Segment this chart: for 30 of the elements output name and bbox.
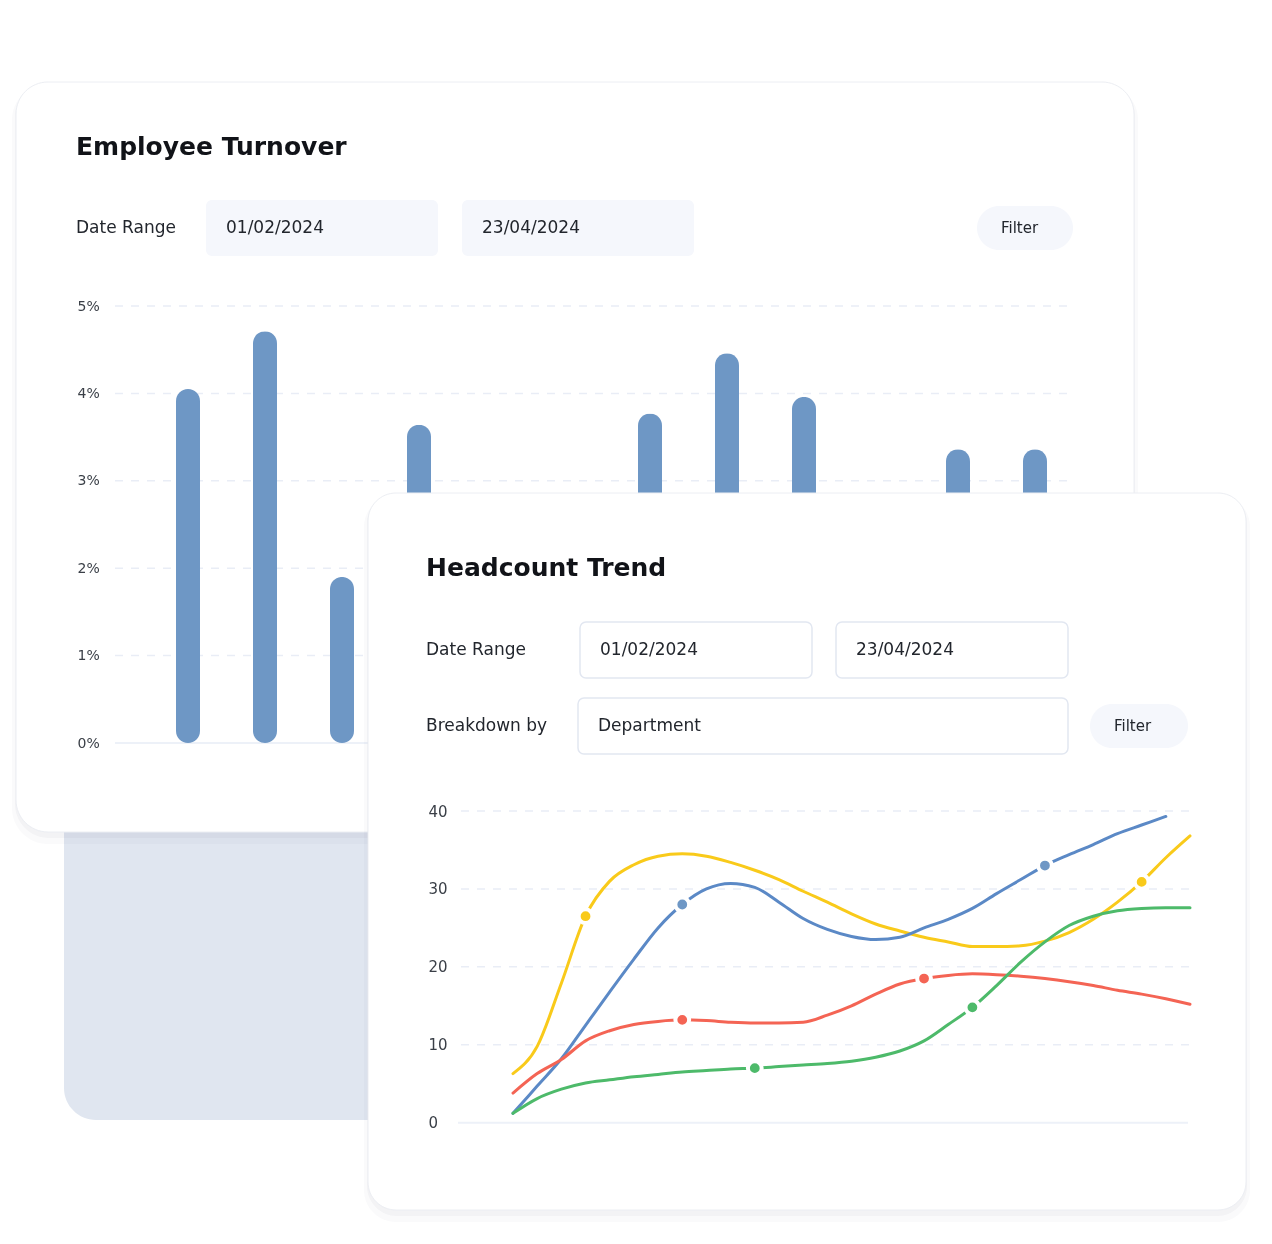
line-series bbox=[511, 906, 1192, 1115]
bar bbox=[176, 389, 200, 743]
annotation: Date Range bbox=[426, 639, 526, 659]
annotation: 01/02/2024 bbox=[600, 639, 698, 659]
point bbox=[1132, 873, 1151, 891]
y-tick-label: 3% bbox=[77, 472, 100, 489]
line-series bbox=[511, 972, 1192, 1095]
chart-title: Headcount Trend bbox=[426, 553, 667, 582]
y-tick-label: 4% bbox=[77, 384, 100, 401]
annotation: 23/04/2024 bbox=[856, 639, 954, 659]
text: Date Range bbox=[76, 217, 176, 237]
text: Filter bbox=[1001, 219, 1039, 237]
annotation: Department bbox=[598, 715, 702, 735]
text: 01/02/2024 bbox=[226, 217, 324, 237]
y-tick-label: 0 bbox=[428, 1114, 439, 1133]
bar bbox=[330, 576, 354, 743]
y-tick-label: 5% bbox=[77, 297, 100, 314]
y-tick-label: 2% bbox=[77, 559, 100, 576]
line-series bbox=[511, 834, 1192, 1076]
y-tick-label: 40 bbox=[428, 802, 448, 821]
y-tick-label: 10 bbox=[428, 1036, 448, 1055]
y-tick-label: 30 bbox=[428, 880, 448, 899]
y-tick-label: 20 bbox=[428, 958, 448, 977]
annotation: Breakdown by bbox=[426, 715, 548, 735]
y-tick-label: 1% bbox=[77, 647, 100, 664]
chart-title: Employee Turnover bbox=[76, 132, 348, 161]
text: 23/04/2024 bbox=[482, 217, 580, 237]
bar bbox=[253, 331, 277, 743]
text: Filter bbox=[1114, 717, 1152, 735]
y-tick-label: 0% bbox=[77, 734, 100, 751]
